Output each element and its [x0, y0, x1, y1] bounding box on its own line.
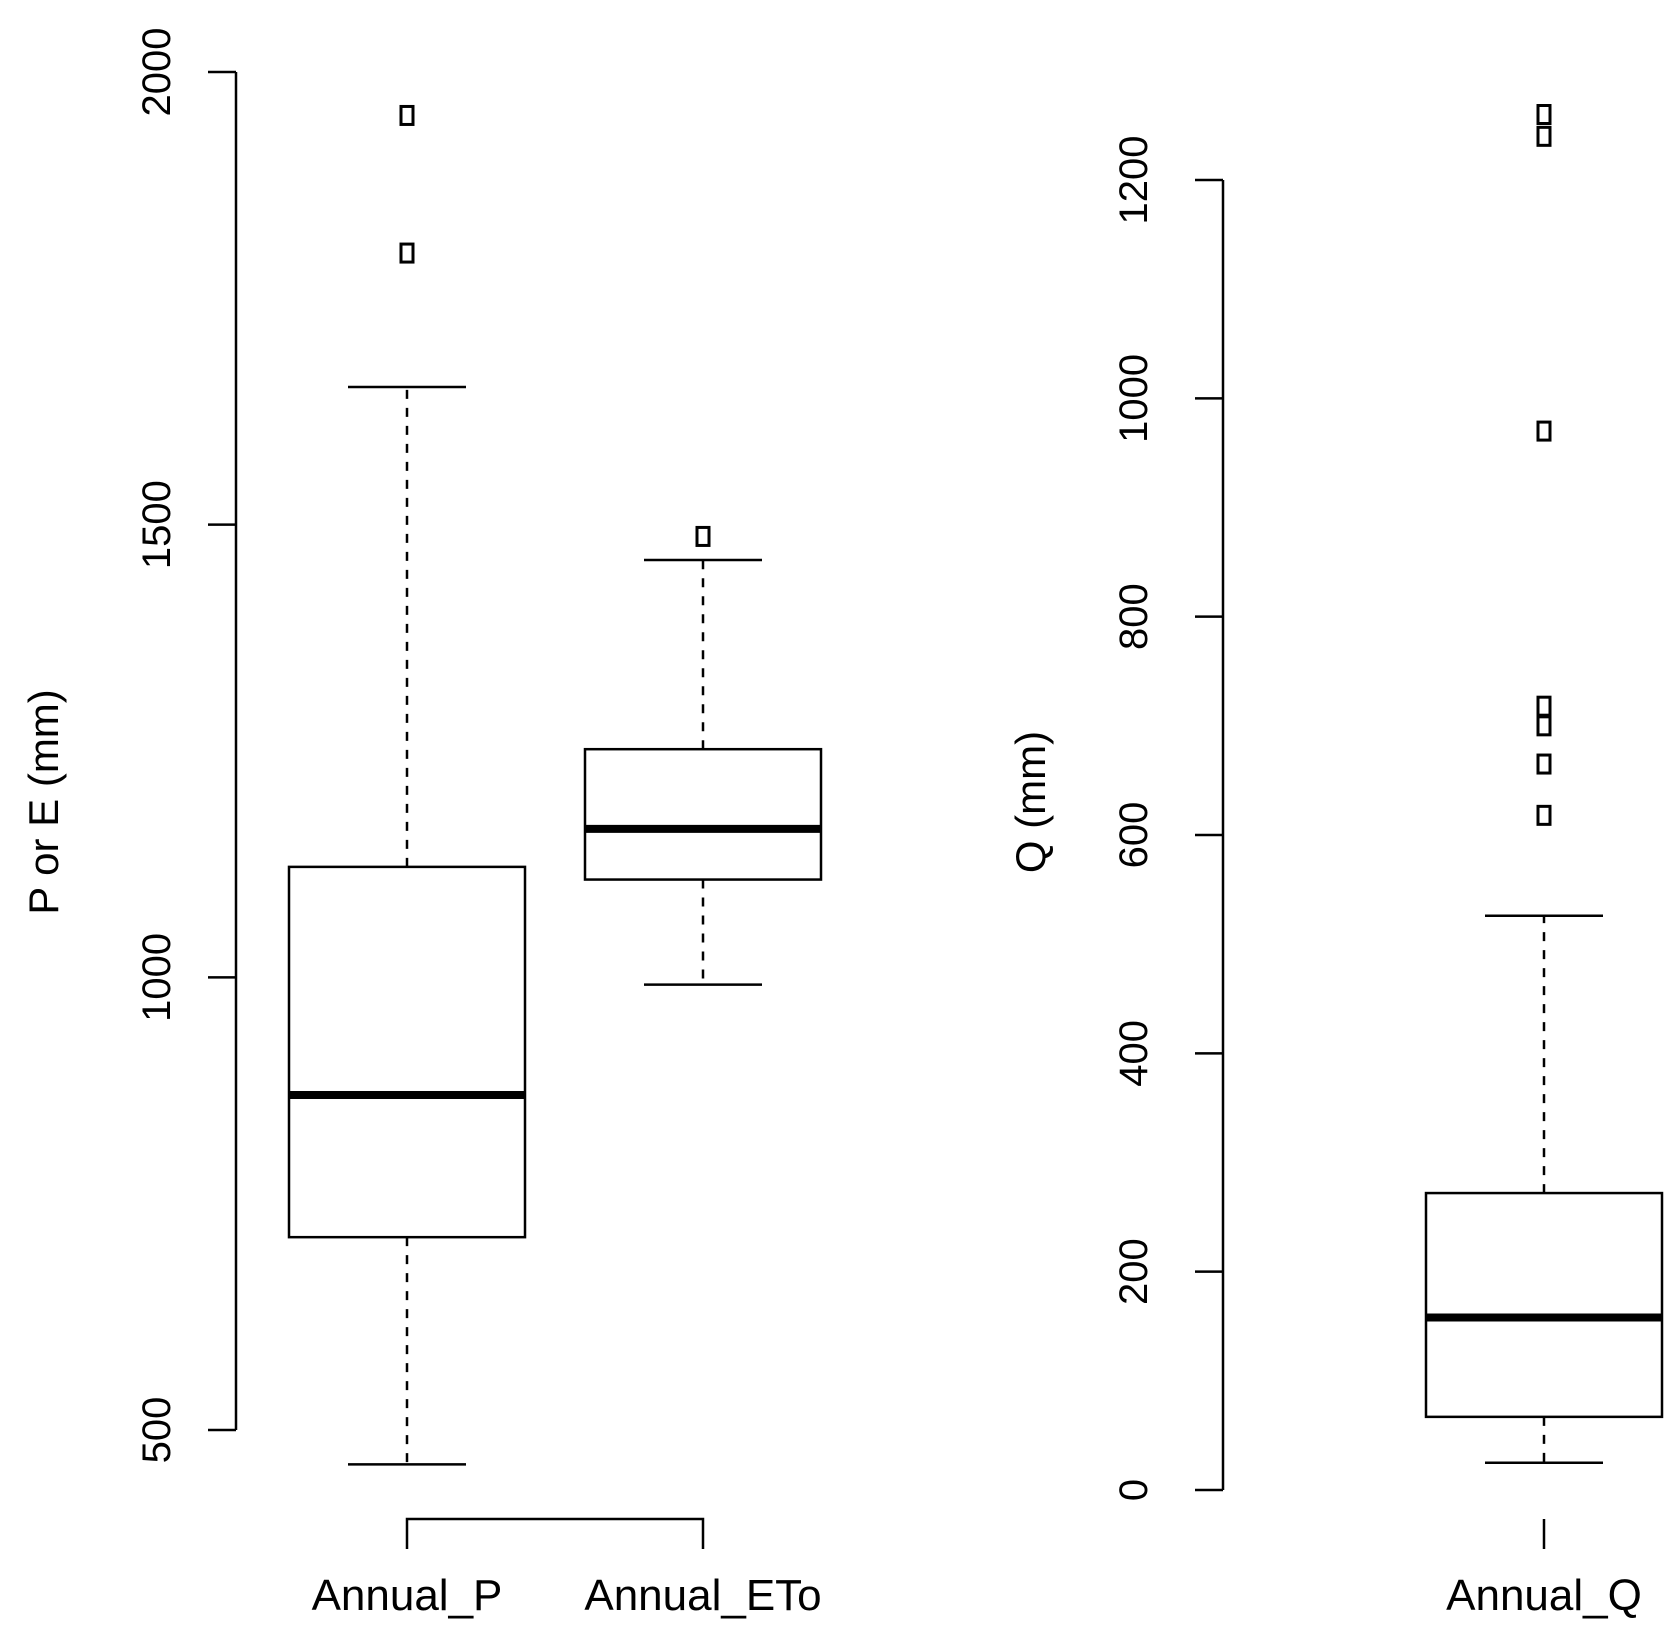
- box-Annual_P: [287, 104, 527, 1466]
- category-label: Annual_P: [312, 1571, 503, 1620]
- p1-x-axis-line: [405, 1517, 705, 1549]
- p1-y-ticks: 500 1000 1500 2000: [135, 28, 236, 1464]
- y-tick-label: 2000: [135, 28, 179, 117]
- outlier-point: [1536, 804, 1552, 826]
- outlier-point: [1536, 104, 1552, 125]
- y-tick-label: 500: [135, 1397, 179, 1464]
- box-Annual_ETo: [583, 525, 823, 986]
- y-tick-label: 600: [1112, 802, 1156, 869]
- y-tick-label: 1000: [1112, 354, 1156, 443]
- outlier-point: [399, 242, 415, 264]
- p2-y-ticks: 0 200 400 600 800 1000 1200: [1112, 136, 1223, 1501]
- outlier-point: [695, 525, 711, 547]
- outlier-point: [1536, 715, 1552, 737]
- panel-runoff: 0 200 400 600 800 1000 1200 Q (mm) Annual_Q: [1007, 104, 1664, 1620]
- outlier-point: [1536, 420, 1552, 442]
- iqr-box: [287, 865, 527, 1239]
- outlier-point: [1536, 753, 1552, 775]
- outlier-point: [1536, 695, 1552, 717]
- y-tick-label: 1200: [1112, 136, 1156, 225]
- p2-boxes: [1424, 104, 1664, 1464]
- box-Annual_Q: [1424, 104, 1664, 1464]
- p1-category-labels: Annual_P Annual_ETo: [312, 1571, 822, 1620]
- y-tick-label: 0: [1112, 1479, 1156, 1501]
- iqr-box: [583, 747, 823, 881]
- p2-category-labels: Annual_Q: [1446, 1571, 1642, 1620]
- p2-y-axis-title: Q (mm): [1007, 731, 1054, 873]
- y-tick-label: 400: [1112, 1020, 1156, 1087]
- y-tick-label: 1000: [135, 933, 179, 1022]
- outlier-point: [1536, 125, 1552, 147]
- y-tick-label: 800: [1112, 583, 1156, 650]
- y-tick-label: 1500: [135, 480, 179, 569]
- outlier-point: [399, 104, 415, 126]
- y-tick-label: 200: [1112, 1238, 1156, 1305]
- category-label: Annual_ETo: [584, 1571, 821, 1620]
- iqr-box: [1424, 1191, 1664, 1419]
- p1-y-axis-title: P or E (mm): [20, 689, 67, 915]
- p1-boxes: [287, 104, 823, 1466]
- category-label: Annual_Q: [1446, 1571, 1642, 1620]
